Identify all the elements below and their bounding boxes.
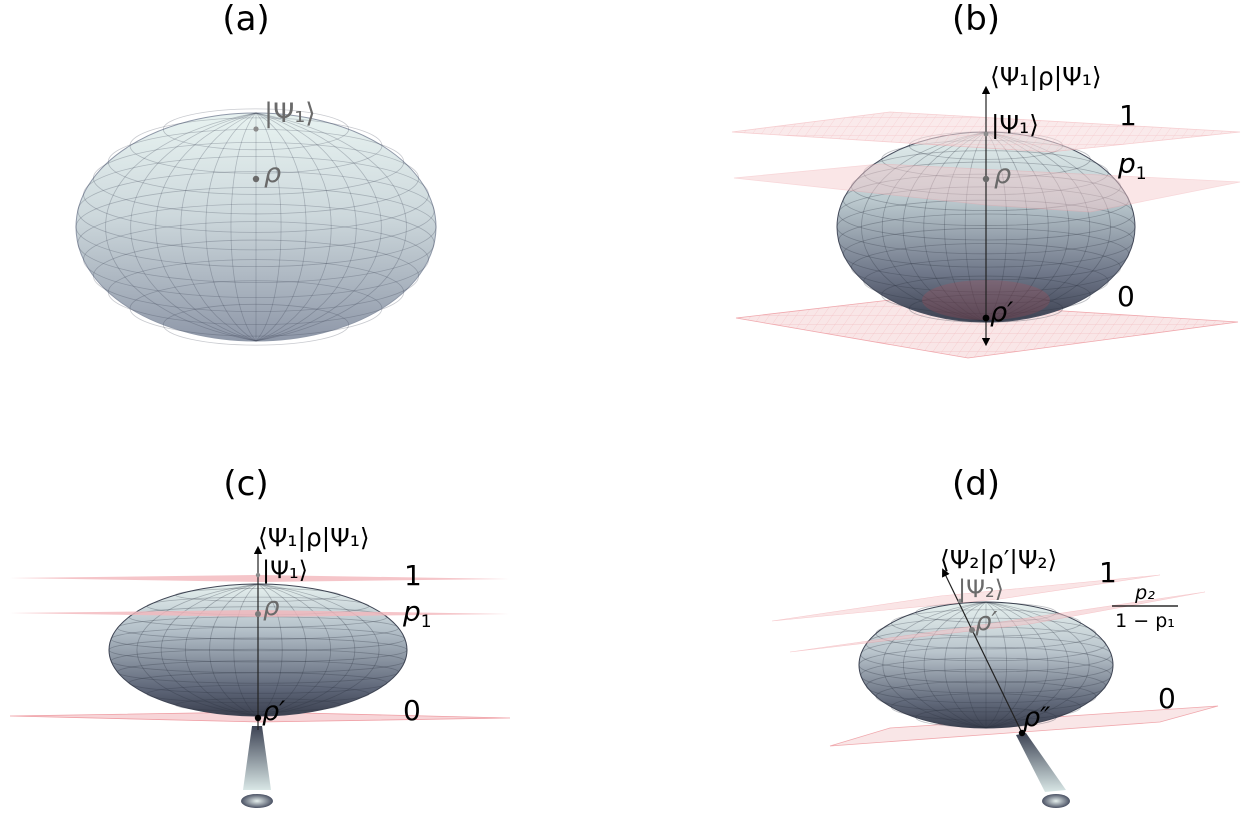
- axis-label: ⟨Ψ₁|ρ|Ψ₁⟩: [990, 62, 1102, 91]
- psi-point: [255, 572, 261, 578]
- rho-double-prime-point: [1018, 729, 1026, 737]
- projection-cone: [1016, 733, 1066, 792]
- psi-point: [983, 131, 989, 137]
- level-p1-label: p1: [402, 595, 432, 632]
- panel-a-label: (a): [222, 0, 269, 39]
- psi1-label: |Ψ₁⟩: [264, 98, 316, 129]
- panel-a: (a) |Ψ₁⟩ ρ: [75, 0, 437, 346]
- rho-label: ρ: [264, 158, 281, 189]
- rho-prime-point: [254, 714, 262, 722]
- panel-c-label: (c): [223, 464, 268, 504]
- psi2-label: |Ψ₂⟩: [958, 575, 1004, 603]
- rho-label: ρ: [263, 592, 280, 622]
- plane-level-1: [10, 575, 510, 582]
- measurement-axis: [942, 568, 1024, 736]
- fraction-numerator: p₂: [1134, 582, 1155, 604]
- level-0-label: 0: [1117, 280, 1135, 313]
- panel-b-label: (b): [952, 0, 1000, 39]
- ellipsoid-mesh: [858, 601, 1114, 729]
- rho-label: ρ: [994, 159, 1011, 190]
- projection-cone: [243, 726, 271, 790]
- rho-point: [982, 175, 990, 183]
- rho-point: [255, 611, 261, 617]
- panel-b: (b) ⟨Ψ₁|ρ|Ψ₁⟩ |Ψ₁⟩ ρ ρ′ 1 p1 0: [731, 0, 1241, 359]
- panel-d: (d) ⟨Ψ₂|ρ′|Ψ₂⟩ |Ψ₂⟩ ρ′ ρ″ 1 p₂ 1 − p₁ 0: [771, 464, 1219, 808]
- rho-prime-point: [969, 627, 975, 633]
- plane-level-p2: [789, 591, 1206, 653]
- psi-point: [957, 598, 963, 604]
- plane-level-0: [829, 705, 1219, 747]
- plane-level-1: [771, 574, 1161, 622]
- panel-c: (c) ⟨Ψ₁|ρ|Ψ₁⟩ |Ψ₁⟩ ρ ρ′ 1 p1 0: [9, 464, 511, 808]
- projected-state-drop: [1042, 794, 1070, 808]
- rho-prime-point: [982, 314, 990, 322]
- rho-prime-label: ρ′: [262, 696, 285, 727]
- level-p1-label: p1: [1117, 147, 1147, 184]
- level-1-label: 1: [1119, 99, 1137, 132]
- rho-point: [252, 175, 260, 183]
- ellipsoid-mesh: [75, 108, 437, 346]
- level-0-label: 0: [403, 694, 421, 727]
- level-fraction-label: p₂ 1 − p₁: [1112, 582, 1178, 632]
- panel-d-label: (d): [952, 464, 1000, 504]
- level-0-label: 0: [1158, 682, 1176, 715]
- psi1-label: |Ψ₁⟩: [991, 110, 1039, 139]
- level-1-label: 1: [404, 559, 422, 592]
- fraction-denominator: 1 − p₁: [1115, 610, 1175, 632]
- projected-state-drop: [241, 794, 273, 808]
- rho-prime-label: ρ′: [975, 607, 998, 637]
- axis-label: ⟨Ψ₂|ρ′|Ψ₂⟩: [940, 545, 1057, 574]
- psi-point: [253, 126, 259, 132]
- rho-double-prime-label: ρ″: [1023, 702, 1050, 733]
- axis-label: ⟨Ψ₁|ρ|Ψ₁⟩: [258, 523, 370, 552]
- level-1-label: 1: [1099, 556, 1117, 589]
- rho-prime-label: ρ′: [990, 297, 1013, 328]
- psi1-label: |Ψ₁⟩: [262, 556, 308, 584]
- plane-level-p1: [733, 163, 1241, 213]
- bloch-ellipsoid-a: [75, 108, 437, 346]
